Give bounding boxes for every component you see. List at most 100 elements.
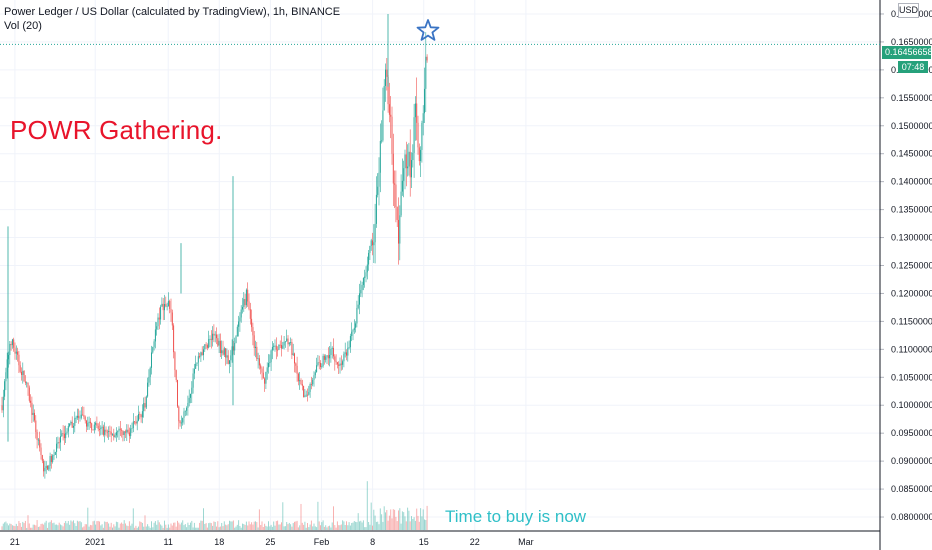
volume-bar xyxy=(372,525,373,530)
volume-bar xyxy=(61,525,63,530)
candle-body xyxy=(114,435,116,438)
candle-body xyxy=(409,151,411,178)
candle-body xyxy=(86,420,87,427)
volume-bar xyxy=(340,524,342,530)
volume-bar xyxy=(396,521,398,530)
volume-bar xyxy=(200,520,202,530)
candle-body xyxy=(300,380,302,384)
volume-bar xyxy=(362,520,364,530)
volume-bar xyxy=(262,526,264,530)
candle-body xyxy=(320,362,321,367)
symbol-title: Power Ledger / US Dollar (calculated by … xyxy=(4,6,341,18)
candle-body xyxy=(307,394,308,396)
candle-body xyxy=(299,380,301,382)
volume-bar xyxy=(313,523,315,530)
volume-bar xyxy=(412,519,414,530)
candle-body xyxy=(110,431,112,435)
volume-bar xyxy=(282,502,284,530)
candle-body xyxy=(317,362,319,366)
volume-indicator-label[interactable]: Vol (20) xyxy=(4,20,42,32)
volume-bar xyxy=(41,523,43,530)
candle-body xyxy=(112,434,113,435)
candle-body xyxy=(140,414,142,418)
candle-body xyxy=(34,412,35,421)
candle-body xyxy=(335,361,337,363)
candle-body xyxy=(200,352,202,357)
volume-bar xyxy=(240,527,242,530)
volume-bar xyxy=(331,522,333,530)
volume-bar xyxy=(294,521,295,530)
x-tick-label: 22 xyxy=(470,537,480,547)
candle-body xyxy=(65,433,67,439)
volume-bar xyxy=(87,507,89,530)
volume-bar xyxy=(75,525,77,530)
volume-bar xyxy=(130,525,132,530)
candle-body xyxy=(141,411,143,418)
volume-bar xyxy=(347,525,349,530)
volume-bar xyxy=(186,527,188,530)
candle-body xyxy=(132,421,134,429)
candle-body xyxy=(412,152,414,161)
volume-bar xyxy=(65,521,67,530)
volume-bar xyxy=(277,520,279,530)
volume-bar xyxy=(351,522,353,530)
candle-body xyxy=(327,355,329,359)
candle-body xyxy=(352,330,354,332)
volume-bar xyxy=(273,521,275,530)
candle-body xyxy=(87,422,89,427)
volume-bar xyxy=(373,509,375,530)
candle-body xyxy=(347,347,349,356)
candle-body xyxy=(400,191,402,216)
volume-bar xyxy=(401,511,403,530)
volume-bar xyxy=(86,524,87,530)
volume-bar xyxy=(218,527,220,530)
candle-body xyxy=(115,432,117,436)
volume-bar xyxy=(93,520,95,530)
volume-bar xyxy=(249,524,251,530)
candle-body xyxy=(305,394,307,396)
candle-body xyxy=(91,423,93,430)
volume-bar xyxy=(13,525,15,530)
candle-body xyxy=(49,456,51,466)
volume-bar xyxy=(190,522,191,530)
candle-body xyxy=(101,426,103,428)
volume-bar xyxy=(63,522,65,530)
volume-bar xyxy=(193,522,195,530)
volume-bar xyxy=(356,522,358,530)
candle-body xyxy=(418,147,420,162)
currency-button[interactable]: USD xyxy=(898,3,919,18)
volume-bar xyxy=(158,522,160,530)
candle-body xyxy=(169,301,171,309)
volume-bar xyxy=(80,522,82,530)
candle-body xyxy=(310,384,312,385)
candle-body xyxy=(84,416,86,421)
volume-bar xyxy=(79,521,81,530)
candle-body xyxy=(361,284,363,291)
volume-bar xyxy=(264,523,266,530)
candle-body xyxy=(171,312,173,326)
volume-bar xyxy=(421,516,423,530)
candle-body xyxy=(390,114,392,117)
volume-bar xyxy=(174,522,176,530)
candle-body xyxy=(391,116,393,154)
volume-bar xyxy=(101,524,103,530)
candle-body xyxy=(177,380,178,407)
volume-bar xyxy=(210,523,212,530)
candle-body xyxy=(411,160,412,178)
candle-body xyxy=(121,429,123,431)
annotation-sub-text[interactable]: Time to buy is now xyxy=(445,507,587,526)
candle-body xyxy=(2,396,4,411)
volume-bar xyxy=(47,527,48,530)
candle-body xyxy=(174,352,176,371)
volume-bar xyxy=(139,521,141,530)
candle-body xyxy=(61,433,63,437)
candle-body xyxy=(1,405,3,411)
candle-body xyxy=(151,352,152,368)
volume-bar xyxy=(420,508,422,530)
candle-body xyxy=(247,289,249,302)
annotation-main-text[interactable]: POWR Gathering. xyxy=(10,115,223,145)
candle-body xyxy=(195,363,197,369)
candle-body xyxy=(175,370,177,381)
